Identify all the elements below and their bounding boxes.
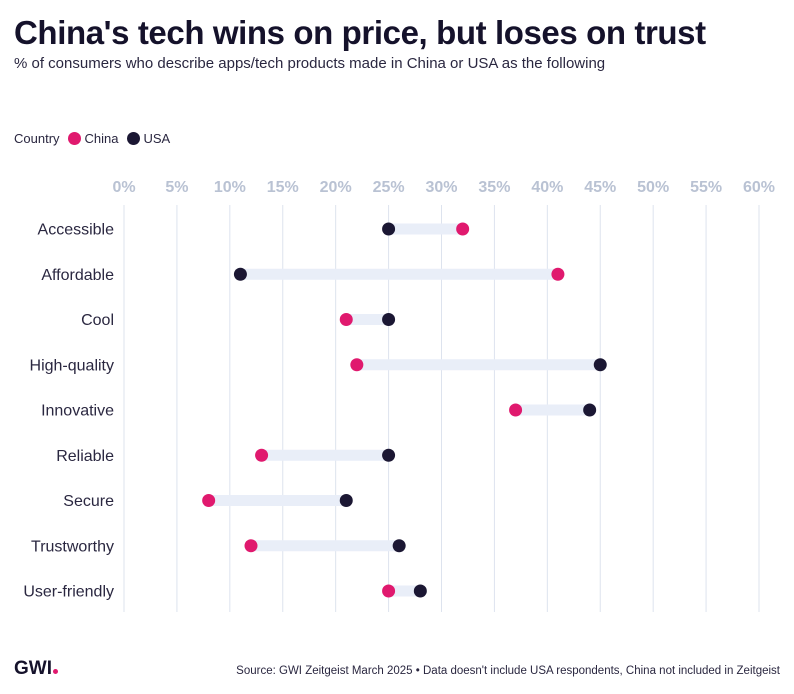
usa-point	[382, 222, 396, 236]
china-point	[509, 403, 523, 417]
usa-point	[392, 539, 406, 553]
x-tick-label: 5%	[165, 179, 188, 196]
usa-point	[382, 313, 396, 326]
china-point	[456, 222, 470, 236]
legend-item-usa: USA	[126, 131, 171, 146]
china-point	[382, 584, 396, 598]
x-tick-label: 45%	[584, 179, 616, 196]
category-label: Secure	[63, 493, 114, 510]
category-label: User-friendly	[23, 584, 114, 601]
legend-swatch-usa	[126, 132, 140, 145]
chart-title: China's tech wins on price, but loses on…	[14, 14, 706, 51]
category-label: Accessible	[38, 222, 115, 239]
china-point	[255, 448, 269, 462]
x-tick-label: 10%	[214, 179, 246, 196]
category-label: Reliable	[56, 448, 114, 465]
x-tick-label: 15%	[267, 179, 299, 196]
x-tick-label: 20%	[320, 179, 352, 196]
source-note: Source: GWI Zeitgeist March 2025 • Data …	[236, 665, 780, 677]
legend-text-usa: USA	[143, 131, 171, 146]
x-tick-label: 60%	[743, 179, 775, 196]
usa-point	[233, 267, 247, 281]
category-label: Affordable	[41, 267, 114, 284]
logo-text: GWI	[14, 658, 52, 679]
x-tick-label: 25%	[373, 179, 405, 196]
category-label: Cool	[81, 312, 114, 329]
usa-point	[593, 358, 607, 372]
chart-subtitle: % of consumers who describe apps/tech pr…	[14, 55, 606, 72]
china-point	[339, 313, 353, 326]
china-point	[202, 494, 216, 507]
legend-label: Country	[14, 131, 60, 146]
usa-point	[413, 584, 427, 598]
legend-swatch-china	[67, 132, 81, 145]
x-tick-label: 55%	[690, 179, 722, 196]
china-point	[244, 539, 258, 553]
usa-point	[339, 494, 353, 507]
x-tick-label: 50%	[637, 179, 669, 196]
legend: Country China USA	[14, 131, 170, 146]
x-tick-label: 35%	[478, 179, 510, 196]
logo-dot	[53, 669, 58, 674]
category-label: Innovative	[41, 403, 114, 420]
x-tick-label: 30%	[425, 179, 457, 196]
usa-point	[583, 403, 597, 417]
usa-point	[382, 448, 396, 462]
category-label: Trustworthy	[31, 538, 114, 555]
category-label: High-quality	[30, 357, 114, 374]
x-tick-label: 0%	[112, 179, 135, 196]
china-point	[551, 267, 565, 281]
legend-item-china: China	[67, 131, 119, 146]
x-tick-label: 40%	[531, 179, 563, 196]
legend-text-china: China	[84, 131, 119, 146]
china-point	[350, 358, 364, 372]
gwi-logo: GWI	[14, 658, 58, 680]
